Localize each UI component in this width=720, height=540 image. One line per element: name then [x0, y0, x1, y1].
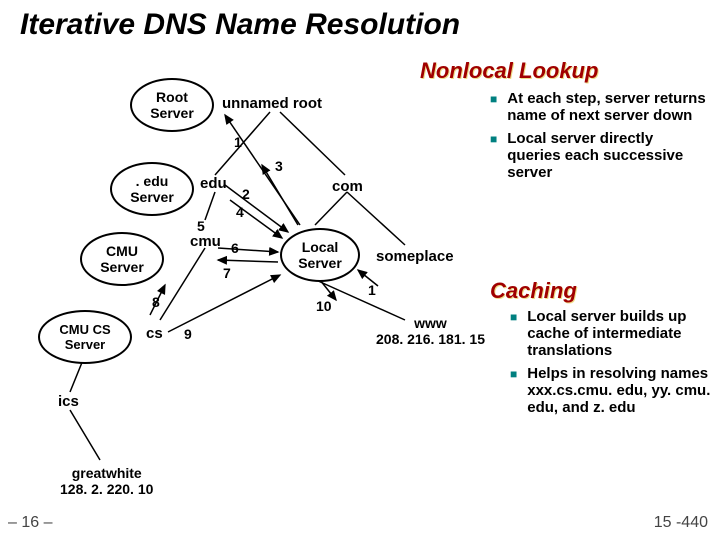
arrow-label-4: 4 — [236, 204, 244, 220]
bullets-caching: ■Local server builds up cache of interme… — [510, 308, 715, 422]
node-cs: cs — [146, 325, 163, 342]
bullets-nonlocal: ■ At each step, server returns name of ne… — [490, 90, 710, 187]
bullet-text: Local server directly queries each succe… — [507, 130, 710, 181]
node-ics: ics — [58, 393, 79, 410]
node-edu: edu — [200, 175, 227, 192]
node-cmu: cmu — [190, 233, 221, 250]
arrow-label-5: 5 — [197, 218, 205, 234]
arrow-label-3: 3 — [275, 158, 283, 174]
heading-nonlocal: Nonlocal Lookup — [420, 58, 598, 84]
node-com: com — [332, 178, 363, 195]
arrow-label-1b: 1 — [368, 282, 376, 298]
bullet-text: Local server builds up cache of intermed… — [527, 308, 715, 359]
bullet-icon: ■ — [490, 90, 497, 124]
arrow-label-6: 6 — [231, 240, 239, 256]
bullet-text: At each step, server returns name of nex… — [507, 90, 710, 124]
bullet-icon: ■ — [510, 308, 517, 359]
arrow-label-2: 2 — [242, 186, 250, 202]
arrow-label-7: 7 — [223, 265, 231, 281]
bullet-text: Helps in resolving names xxx.cs.cmu. edu… — [527, 365, 715, 416]
node-local-server: Local Server — [280, 228, 360, 282]
arrow-label-10: 10 — [316, 298, 332, 314]
bullet-icon: ■ — [510, 365, 517, 416]
node-www: www 208. 216. 181. 15 — [376, 315, 485, 347]
node-cmu-server: CMU Server — [80, 232, 164, 286]
node-greatwhite: greatwhite 128. 2. 220. 10 — [60, 465, 153, 497]
arrow-label-9: 9 — [184, 326, 192, 342]
node-unnamed-root: unnamed root — [222, 95, 322, 112]
node-someplace: someplace — [376, 248, 454, 265]
arrow-label-1: 1 — [234, 134, 242, 150]
node-root-server: Root Server — [130, 78, 214, 132]
bullet-icon: ■ — [490, 130, 497, 181]
footer-course-number: 15 -440 — [654, 514, 708, 532]
node-edu-server: . edu Server — [110, 162, 194, 216]
arrow-label-8: 8 — [152, 294, 160, 310]
heading-caching: Caching — [490, 278, 577, 304]
footer-page-number: – 16 – — [8, 514, 52, 532]
node-cs-server: CMU CS Server — [38, 310, 132, 364]
page-title: Iterative DNS Name Resolution — [20, 8, 460, 42]
